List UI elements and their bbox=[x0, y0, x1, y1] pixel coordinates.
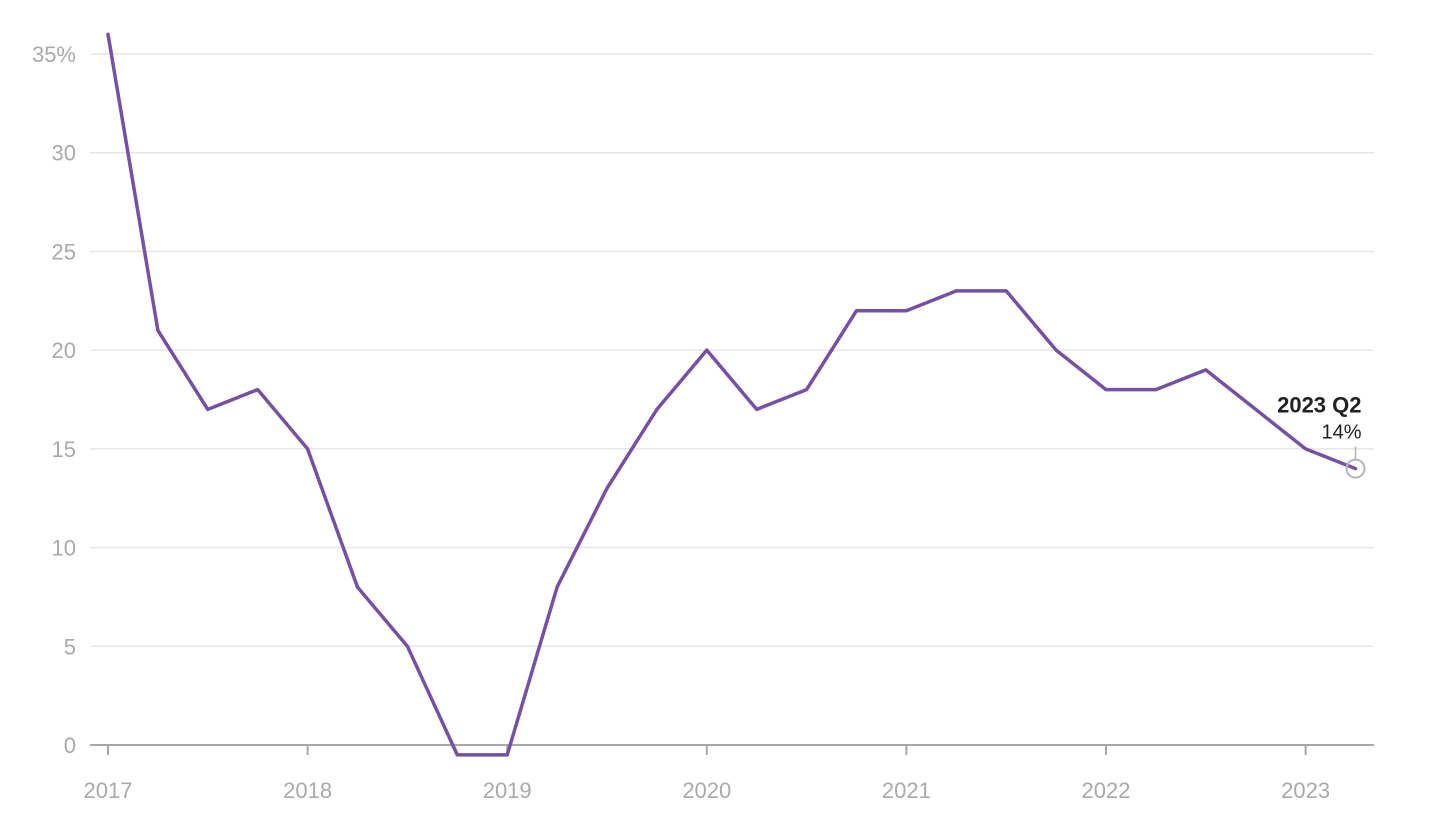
y-tick-label: 20 bbox=[52, 338, 76, 363]
series-line bbox=[106, 32, 1358, 757]
series-layer bbox=[106, 32, 1358, 757]
x-tick-label: 2019 bbox=[483, 778, 532, 803]
x-tick-label: 2018 bbox=[283, 778, 332, 803]
end-annotation: 2023 Q2 14% bbox=[1277, 393, 1366, 479]
y-tick-label: 35% bbox=[32, 42, 76, 67]
y-tick-label: 15 bbox=[52, 437, 76, 462]
y-axis-labels: 0 5 10 15 20 25 30 35% bbox=[32, 42, 76, 758]
annotation-value: 14% bbox=[1321, 422, 1361, 444]
annotation-label: 2023 Q2 bbox=[1277, 393, 1361, 418]
gridlines bbox=[90, 53, 1374, 648]
x-tick-label: 2023 bbox=[1281, 778, 1330, 803]
x-tick-label: 2021 bbox=[882, 778, 931, 803]
y-tick-label: 25 bbox=[52, 239, 76, 264]
y-tick-label: 0 bbox=[64, 733, 76, 758]
y-tick-label: 10 bbox=[52, 536, 76, 561]
x-tick-label: 2022 bbox=[1082, 778, 1131, 803]
x-tick-label: 2017 bbox=[84, 778, 133, 803]
y-tick-label: 5 bbox=[64, 634, 76, 659]
x-axis: 2017 2018 2019 2020 2021 2022 2023 bbox=[84, 744, 1374, 803]
annotation-marker bbox=[1345, 458, 1366, 479]
x-tick-label: 2020 bbox=[682, 778, 731, 803]
y-tick-label: 30 bbox=[52, 141, 76, 166]
